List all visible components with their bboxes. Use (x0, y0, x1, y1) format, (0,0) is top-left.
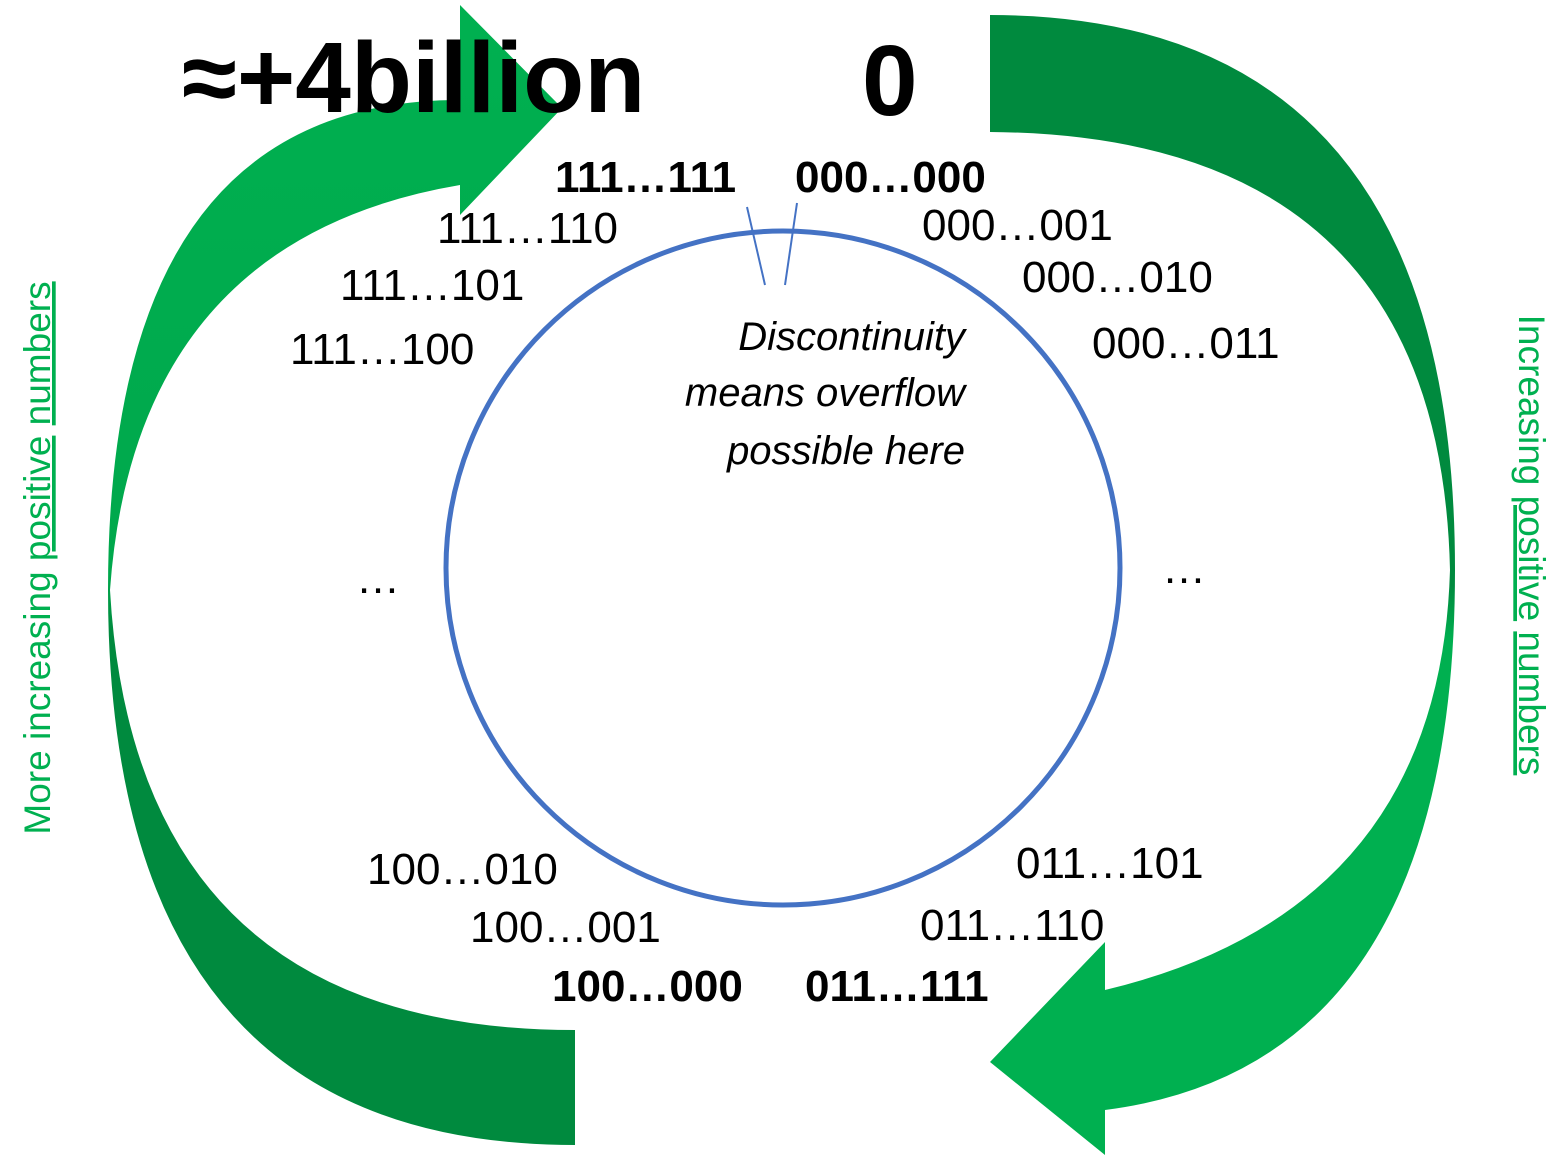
word: numbers (17, 281, 58, 425)
word: More (17, 750, 58, 834)
ring-label: 111…110 (437, 204, 618, 253)
ring-label: 100…000 (552, 962, 743, 1011)
discontinuity-line (784, 202, 798, 286)
right-arrow (990, 15, 1455, 1155)
word: positive (1511, 496, 1552, 621)
title-zero: 0 (862, 25, 918, 137)
ring-label: … (1162, 544, 1206, 593)
ring-label: 111…101 (340, 261, 524, 310)
note-line: Discontinuity (738, 315, 968, 359)
word: increasing (17, 571, 58, 740)
ring-label: 000…001 (922, 201, 1113, 250)
word: numbers (1511, 631, 1552, 775)
ring-label: 000…000 (795, 153, 986, 202)
word: positive (17, 436, 58, 561)
ring (443, 228, 1123, 908)
word: Increasing (1511, 315, 1552, 486)
ring-label: 000…010 (1022, 253, 1213, 302)
note-line: means overflow (685, 371, 968, 415)
ring-label: … (356, 554, 400, 603)
ring-label: 100…010 (367, 845, 558, 894)
title-max: ≈+4billion (182, 22, 645, 134)
left-arrow (108, 5, 575, 1145)
ring-label: 100…001 (470, 903, 661, 952)
ring-label: 011…111 (805, 962, 989, 1011)
ring-label: 000…011 (1092, 319, 1280, 368)
left-side-label: More increasing positive numbers (17, 281, 58, 834)
ring-label: 111…111 (555, 153, 736, 202)
discontinuity-line (746, 206, 766, 286)
ring-label: 111…100 (290, 325, 474, 374)
ring-label: 011…101 (1016, 839, 1204, 888)
right-side-label: Increasing positive numbers (1511, 315, 1552, 776)
note-line: possible here (726, 429, 965, 473)
ring-label: 011…110 (920, 901, 1104, 950)
